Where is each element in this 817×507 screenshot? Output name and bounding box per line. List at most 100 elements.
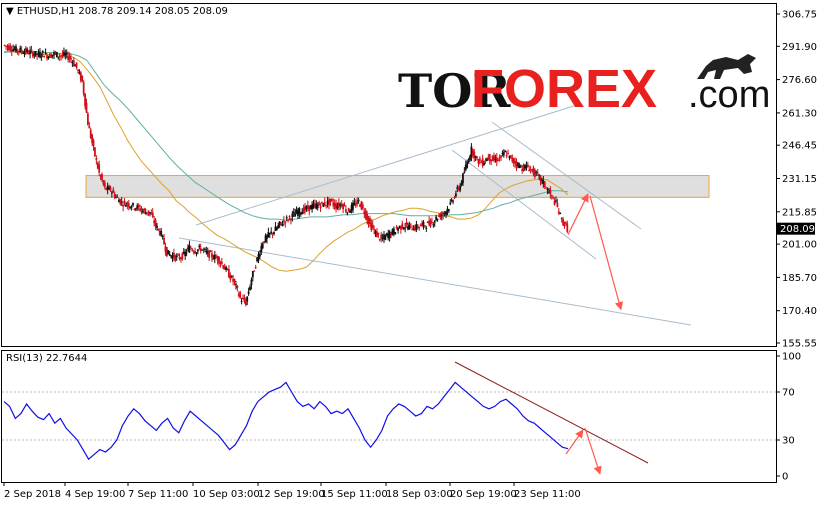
price-bar-body (333, 202, 336, 207)
price-bar-body (78, 72, 81, 74)
price-bar-body (150, 213, 153, 215)
price-bar-body (466, 162, 469, 168)
price-bar-body (257, 254, 260, 261)
price-bar-body (522, 165, 525, 171)
price-bar-body (415, 224, 418, 230)
price-bar-body (101, 173, 103, 181)
price-bar-body (343, 205, 346, 207)
price-bar-body (88, 125, 91, 129)
price-bar-body (284, 221, 287, 224)
price-bar-body (61, 54, 64, 56)
price-bar-body (144, 212, 147, 215)
price-bar-body (182, 251, 185, 254)
price-bar-body (484, 160, 487, 162)
price-bar-body (51, 54, 54, 56)
chart-title: ▼ ETHUSD,H1 208.78 209.14 208.05 208.09 (6, 6, 228, 17)
price-bar-body (287, 219, 290, 221)
price-bar-body (79, 72, 82, 81)
price-bar-body (429, 220, 432, 227)
price-bar-body (103, 182, 106, 187)
price-bar-body (19, 47, 22, 52)
price-bar-body (471, 149, 474, 156)
price-bar-body (391, 229, 394, 235)
price-bar-body (335, 203, 337, 209)
price-bar-body (359, 204, 361, 207)
price-bar-body (419, 224, 422, 227)
falling-channel-lower (451, 149, 597, 260)
price-bar-body (201, 249, 204, 251)
price-bar-body (493, 156, 495, 161)
rsi-projection-arrow-down (584, 427, 602, 475)
price-bar-body (132, 202, 134, 206)
price-bar-body (266, 235, 268, 239)
price-bar-body (225, 267, 227, 270)
price-bar-body (249, 286, 251, 291)
price-bar-body (17, 50, 20, 52)
price-bar-body (339, 204, 342, 206)
x-axis-tick-label: 15 Sep 11:00 (321, 489, 388, 500)
price-bar-body (5, 45, 8, 47)
price-bar-body (381, 238, 384, 240)
price-bar-body (412, 229, 415, 231)
price-bar-body (39, 52, 41, 58)
price-bar-body (542, 180, 545, 184)
price-bar-body (349, 210, 352, 213)
price-bar-body (395, 226, 398, 229)
price-bar-body (557, 211, 560, 214)
price-bar-body (315, 203, 318, 209)
price-bar-body (445, 211, 447, 215)
price-bar-body (112, 189, 115, 193)
price-bar-body (299, 212, 302, 215)
projection-arrow-down (589, 195, 624, 311)
price-bar-body (464, 164, 467, 171)
price-bar-body (239, 292, 242, 299)
price-bar-body (414, 226, 416, 231)
price-bar-body (237, 294, 240, 296)
price-bar-body (60, 55, 63, 57)
price-bar-body (20, 49, 23, 52)
logo-text-forex: FOREX (471, 59, 657, 119)
price-bar-body (81, 75, 84, 82)
price-bar-body (376, 231, 378, 238)
price-bar-body (282, 220, 285, 222)
price-bar-body (168, 253, 171, 256)
price-bar-body (566, 223, 569, 232)
price-bar-body (342, 203, 345, 210)
resistance-zone (85, 175, 710, 198)
price-bar-body (502, 152, 505, 156)
price-bar-body (23, 51, 26, 55)
price-bar-body (476, 156, 478, 158)
price-bar-body (308, 205, 311, 211)
price-bar-body (34, 51, 37, 56)
price-bar-body (260, 245, 263, 253)
price-bar-body (548, 192, 550, 194)
price-bar-body (364, 210, 367, 219)
price-bar-body (447, 209, 450, 212)
price-bar-body (515, 162, 518, 167)
price-bar-body (407, 226, 409, 230)
price-bar-body (423, 225, 426, 227)
price-bar-body (373, 229, 376, 231)
price-bar-body (302, 207, 305, 213)
price-bar-body (304, 206, 306, 211)
price-bar-body (74, 65, 77, 67)
price-bar-body (122, 205, 125, 207)
price-bar-body (421, 223, 423, 225)
price-bar-body (86, 113, 89, 126)
price-bar-body (363, 211, 366, 214)
price-bar-body (480, 161, 483, 163)
price-bar-body (108, 186, 110, 190)
price-bar-body (229, 275, 232, 280)
price-bar-body (204, 249, 206, 251)
price-bar-body (392, 228, 395, 235)
price-bar-body (563, 225, 566, 227)
price-bar-body (278, 221, 281, 226)
price-bar-body (174, 255, 177, 261)
price-bar-body (404, 227, 407, 229)
price-bar-body (477, 159, 480, 164)
price-bar-body (271, 233, 274, 235)
price-bar-body (48, 53, 51, 58)
price-bar-body (184, 251, 187, 257)
price-bar-body (356, 200, 359, 204)
price-bar-body (232, 278, 235, 282)
